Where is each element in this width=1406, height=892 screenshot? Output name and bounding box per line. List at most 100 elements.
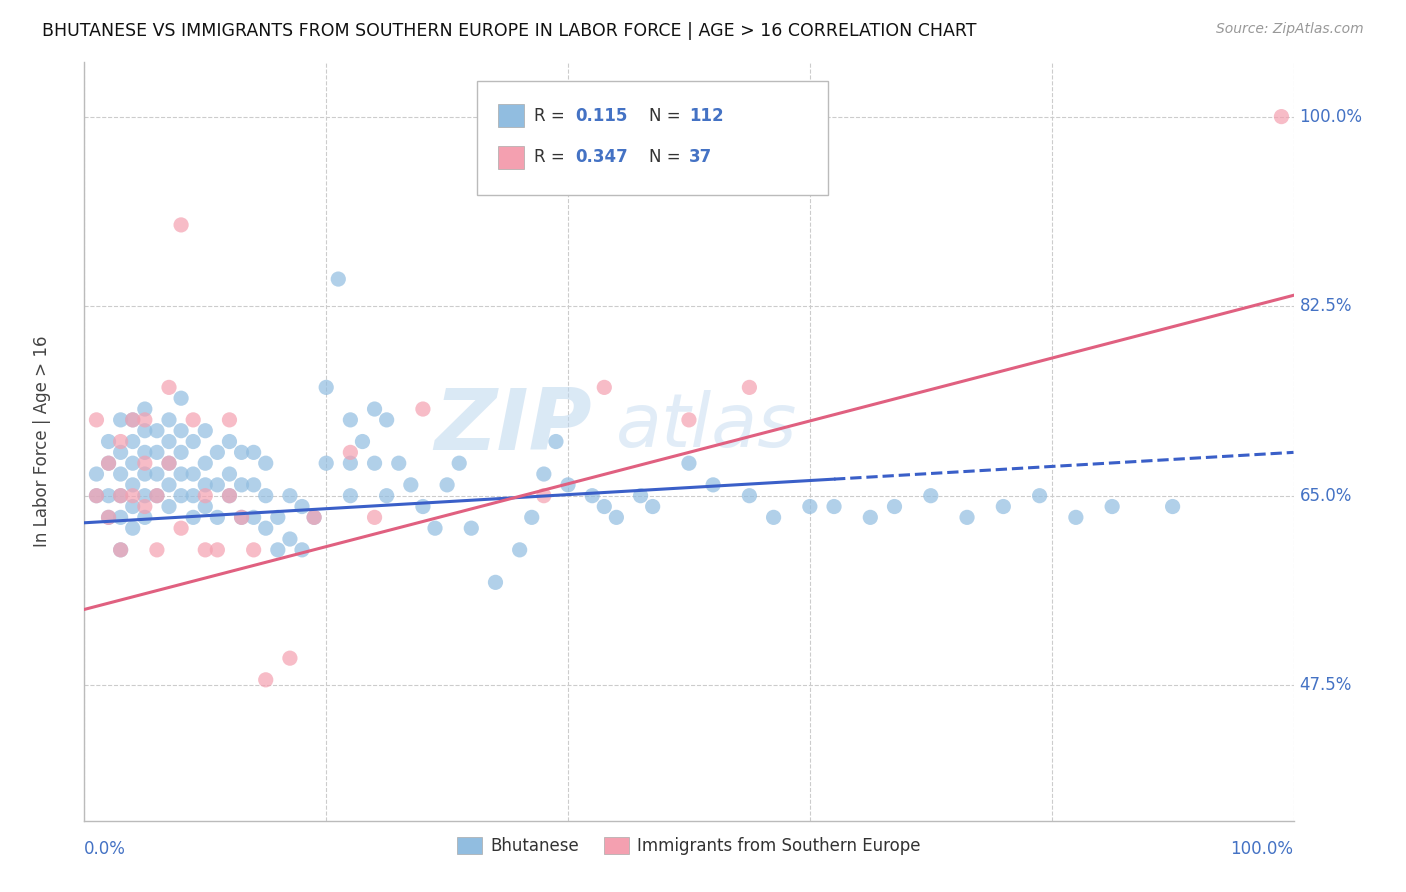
Point: [97, 434, 120, 449]
Point: [605, 510, 627, 524]
Point: [352, 434, 374, 449]
Point: [738, 380, 761, 394]
Point: [194, 542, 217, 557]
Point: [823, 500, 845, 514]
Point: [509, 542, 531, 557]
Text: 82.5%: 82.5%: [1299, 297, 1353, 315]
Point: [121, 521, 143, 535]
Point: [315, 380, 337, 394]
Point: [134, 500, 156, 514]
Point: [544, 434, 567, 449]
Point: [254, 456, 277, 470]
Point: [157, 500, 180, 514]
Legend: Bhutanese, Immigrants from Southern Europe: Bhutanese, Immigrants from Southern Euro…: [450, 830, 928, 862]
Point: [218, 489, 240, 503]
Point: [375, 413, 398, 427]
Point: [86, 489, 108, 503]
Point: [363, 402, 385, 417]
Point: [86, 467, 108, 481]
Point: [678, 456, 700, 470]
Text: N =: N =: [650, 148, 686, 166]
Point: [363, 510, 385, 524]
Point: [520, 510, 543, 524]
Point: [194, 500, 217, 514]
Point: [231, 510, 253, 524]
Point: [170, 521, 193, 535]
Point: [207, 445, 229, 459]
Text: 100.0%: 100.0%: [1299, 108, 1362, 126]
Point: [267, 542, 290, 557]
Point: [121, 500, 143, 514]
Point: [339, 456, 361, 470]
Point: [993, 500, 1015, 514]
Text: 65.0%: 65.0%: [1299, 487, 1353, 505]
Point: [170, 218, 193, 232]
Point: [920, 489, 942, 503]
Point: [630, 489, 652, 503]
Point: [110, 542, 132, 557]
Point: [157, 456, 180, 470]
Point: [134, 424, 156, 438]
Point: [134, 445, 156, 459]
Point: [254, 489, 277, 503]
Point: [702, 478, 724, 492]
Point: [207, 542, 229, 557]
Point: [291, 500, 314, 514]
Point: [460, 521, 482, 535]
Point: [218, 434, 240, 449]
Point: [533, 489, 555, 503]
Point: [254, 673, 277, 687]
Point: [1064, 510, 1087, 524]
Point: [146, 489, 169, 503]
Point: [121, 456, 143, 470]
Point: [242, 478, 264, 492]
Text: atlas: atlas: [616, 391, 797, 462]
Point: [412, 500, 434, 514]
Point: [799, 500, 821, 514]
Bar: [498, 145, 524, 169]
Point: [170, 391, 193, 405]
Point: [86, 413, 108, 427]
Point: [110, 489, 132, 503]
Point: [533, 467, 555, 481]
Point: [194, 478, 217, 492]
Text: 0.115: 0.115: [575, 106, 627, 125]
Point: [218, 413, 240, 427]
Point: [339, 445, 361, 459]
Text: BHUTANESE VS IMMIGRANTS FROM SOUTHERN EUROPE IN LABOR FORCE | AGE > 16 CORRELATI: BHUTANESE VS IMMIGRANTS FROM SOUTHERN EU…: [42, 22, 977, 40]
Point: [231, 510, 253, 524]
Point: [110, 413, 132, 427]
Point: [121, 413, 143, 427]
Point: [170, 489, 193, 503]
Point: [194, 456, 217, 470]
Point: [110, 467, 132, 481]
Point: [181, 510, 204, 524]
Point: [399, 478, 422, 492]
Point: [593, 380, 616, 394]
Point: [412, 402, 434, 417]
Point: [738, 489, 761, 503]
Point: [170, 467, 193, 481]
Text: 47.5%: 47.5%: [1299, 676, 1353, 694]
Point: [242, 510, 264, 524]
Point: [97, 489, 120, 503]
Point: [134, 510, 156, 524]
Point: [157, 478, 180, 492]
Point: [388, 456, 411, 470]
Point: [134, 456, 156, 470]
Point: [254, 521, 277, 535]
Point: [97, 510, 120, 524]
Point: [181, 413, 204, 427]
Point: [218, 489, 240, 503]
Point: [110, 434, 132, 449]
Point: [181, 434, 204, 449]
Point: [86, 489, 108, 503]
Point: [157, 380, 180, 394]
Text: 0.0%: 0.0%: [84, 839, 127, 857]
Point: [315, 456, 337, 470]
Point: [170, 424, 193, 438]
Point: [194, 424, 217, 438]
Point: [423, 521, 446, 535]
Point: [157, 456, 180, 470]
Point: [484, 575, 506, 590]
